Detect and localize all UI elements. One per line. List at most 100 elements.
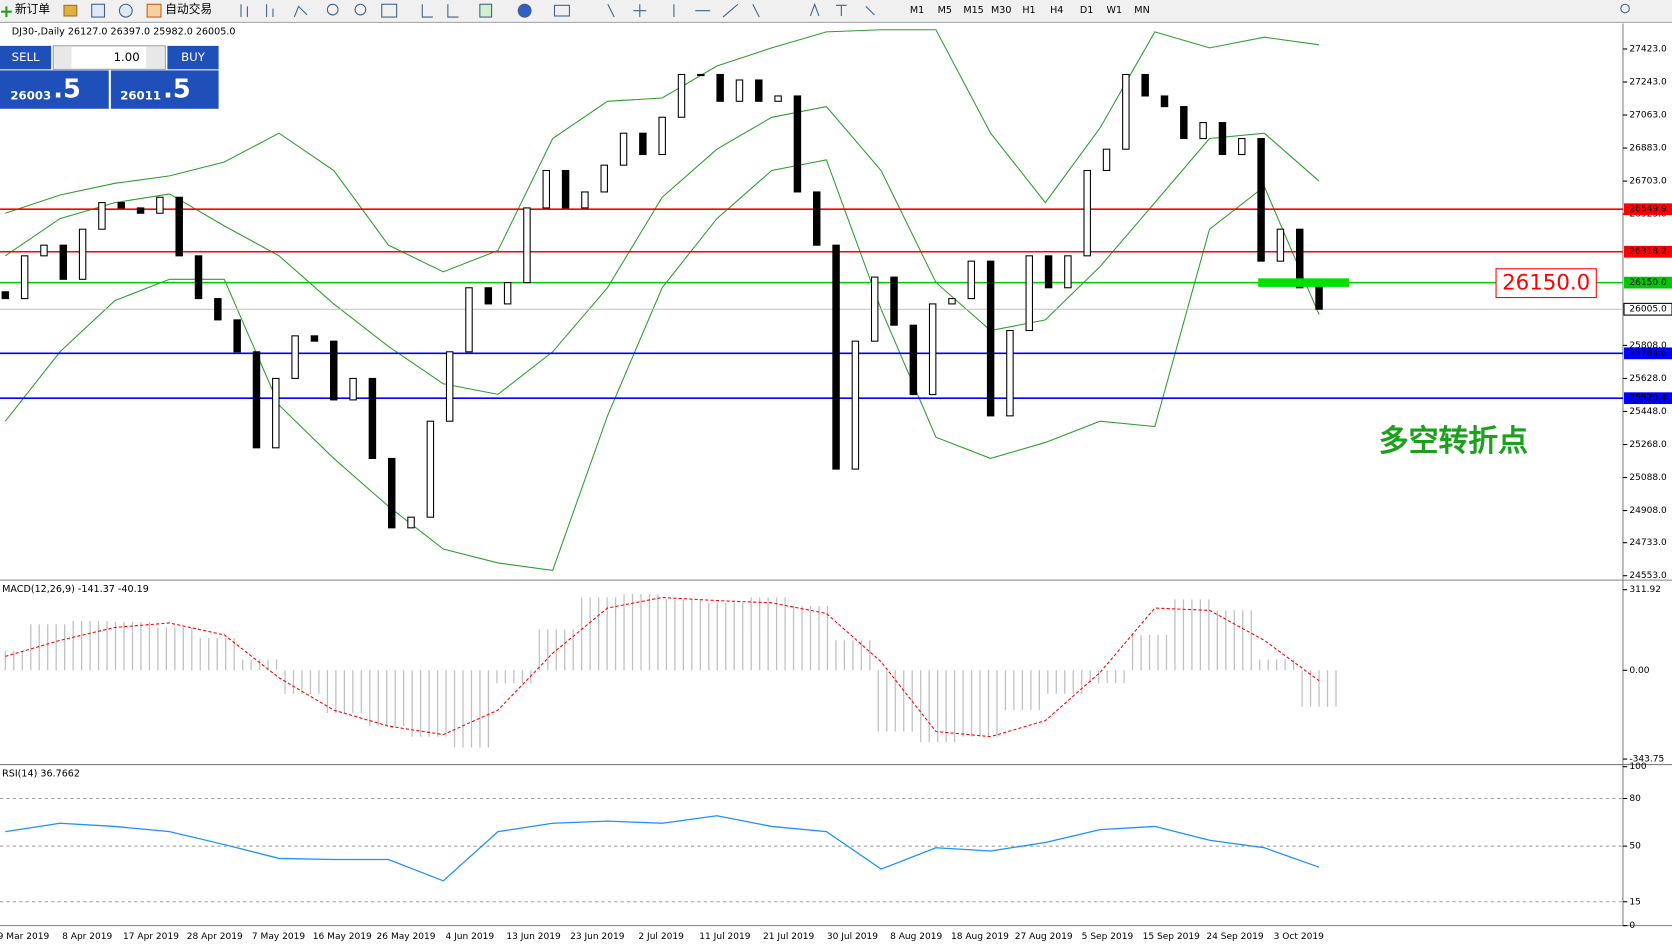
candle: [1, 291, 10, 300]
price-plot: [0, 29, 1623, 571]
candle: [909, 324, 918, 396]
candle: [697, 73, 705, 77]
candle: [233, 319, 241, 353]
candle: [387, 457, 396, 529]
y-tick-label: 27243.0: [1629, 78, 1667, 88]
toolbar-icons: [1, 2, 1630, 18]
timeframe-button[interactable]: MN: [1134, 5, 1149, 16]
candle: [1102, 148, 1111, 172]
candle: [793, 95, 802, 193]
candle: [1083, 169, 1091, 257]
buy-button[interactable]: [167, 45, 219, 70]
level-label: 25764.6: [1629, 349, 1667, 359]
candle: [755, 79, 763, 102]
candle: [813, 191, 821, 246]
y-tick-label: 25628.0: [1629, 374, 1667, 384]
bollinger-middle: [5, 106, 1320, 395]
y-tick-label: 27423.0: [1629, 44, 1667, 54]
y-tick-label: 24908.0: [1629, 506, 1667, 516]
timeframe-button[interactable]: M30: [991, 5, 1011, 16]
sell-pips: .5: [53, 75, 81, 105]
level-label-box: [1624, 203, 1672, 216]
candle: [600, 164, 608, 193]
x-tick-label: 16 May 2019: [313, 932, 372, 942]
candle: [1064, 255, 1072, 289]
level-label: 25520.4: [1629, 394, 1667, 404]
candle: [1199, 122, 1207, 140]
y-tick-label: 25268.0: [1629, 440, 1667, 450]
candle: [1180, 106, 1188, 140]
candle: [40, 244, 48, 257]
candle: [1160, 95, 1169, 108]
x-tick-label: 9 Mar 2019: [0, 932, 49, 942]
buy-price-box[interactable]: [110, 70, 219, 109]
candle: [581, 191, 589, 209]
annotation-text: 多空转折点: [1379, 424, 1528, 459]
x-tick-label: 7 May 2019: [252, 932, 305, 942]
macd-plot: [4, 594, 1337, 748]
sell-price-box[interactable]: [0, 70, 109, 109]
candle: [735, 79, 744, 102]
x-tick-label: 11 Jul 2019: [699, 932, 750, 942]
candle: [1257, 138, 1265, 262]
candle: [291, 335, 299, 379]
timeframe-button[interactable]: M5: [938, 5, 952, 16]
toolbar-button[interactable]: 新订单: [15, 2, 50, 16]
candle: [658, 116, 666, 156]
buy-label: BUY: [181, 50, 206, 64]
candle: [1141, 73, 1149, 97]
y-tick-label: 80: [1629, 794, 1641, 804]
x-tick-label: 8 Aug 2019: [890, 932, 942, 942]
panel-frames: [0, 23, 1672, 927]
y-tick-label: 26703.0: [1629, 177, 1667, 187]
timeframe-button[interactable]: M15: [963, 5, 983, 16]
rsi-header: RSI(14) 36.7662: [2, 769, 80, 780]
sell-price: 26003: [10, 88, 51, 102]
candle: [214, 298, 222, 321]
candle: [465, 287, 473, 353]
candle: [175, 196, 183, 257]
candle: [78, 228, 87, 280]
lot-up[interactable]: [146, 46, 165, 69]
level-label: 26150.0: [1629, 278, 1667, 288]
candle: [330, 340, 338, 401]
timeframe-button[interactable]: W1: [1107, 5, 1123, 16]
candle: [832, 244, 840, 470]
x-tick-label: 18 Aug 2019: [951, 932, 1009, 942]
y-tick-label: 0: [1629, 921, 1635, 931]
x-tick-label: 5 Sep 2019: [1082, 932, 1134, 942]
sell-button[interactable]: [0, 45, 52, 70]
candle: [619, 132, 628, 166]
x-tick-label: 30 Jul 2019: [827, 932, 878, 942]
buy-price: 26011: [120, 88, 161, 102]
lot-box[interactable]: [52, 45, 166, 70]
x-tick-label: 2 Jul 2019: [638, 932, 684, 942]
candle: [445, 351, 454, 422]
y-tick-label: 25808.0: [1629, 341, 1667, 351]
candle: [59, 244, 68, 280]
candle: [716, 73, 724, 102]
level-label: 26318.2: [1629, 247, 1666, 257]
x-tick-label: 3 Oct 2019: [1274, 932, 1324, 942]
level-label: 26005.0: [1629, 305, 1667, 315]
y-tick-label: -343.75: [1629, 755, 1664, 765]
timeframe-button[interactable]: M1: [910, 5, 924, 16]
candle: [1025, 255, 1033, 332]
lot-value: 1.00: [114, 50, 140, 64]
y-tick-label: 0.00: [1629, 666, 1649, 676]
timeframe-button[interactable]: H4: [1050, 5, 1063, 16]
candle: [1122, 73, 1130, 150]
timeframe-button[interactable]: D1: [1080, 5, 1093, 16]
candle: [1276, 228, 1285, 262]
timeframe-button[interactable]: H1: [1022, 5, 1035, 16]
candle: [272, 377, 280, 449]
x-tick-label: 27 Aug 2019: [1015, 932, 1073, 942]
candle: [870, 276, 879, 342]
x-tick-label: 13 Jun 2019: [506, 932, 561, 942]
lot-down[interactable]: [54, 46, 72, 69]
macd-signal: [5, 596, 1320, 738]
toolbar-button[interactable]: 自动交易: [165, 2, 212, 16]
y-tick-label: 15: [1629, 897, 1641, 907]
y-tick-label: 25448.0: [1629, 407, 1667, 417]
